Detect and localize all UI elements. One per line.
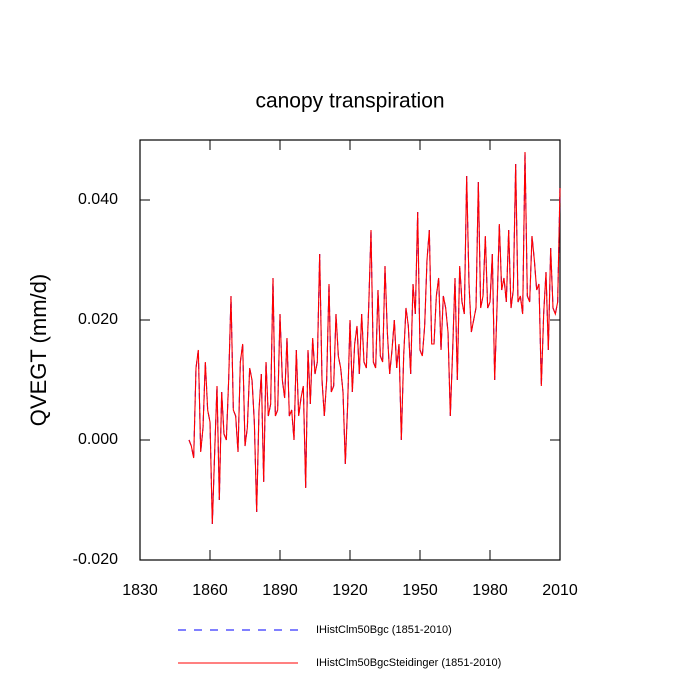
x-tick-label: 1980 bbox=[472, 582, 508, 599]
x-tick-label: 1890 bbox=[262, 582, 298, 599]
x-tick-label: 1860 bbox=[192, 582, 228, 599]
legend-label: IHistClm50BgcSteidinger (1851-2010) bbox=[316, 657, 501, 669]
y-tick-label: 0.020 bbox=[78, 311, 118, 328]
legend-label: IHistClm50Bgc (1851-2010) bbox=[316, 624, 452, 636]
x-tick-label: 1950 bbox=[402, 582, 438, 599]
x-tick-label: 1830 bbox=[122, 582, 158, 599]
y-axis-label: QVEGT (mm/d) bbox=[26, 274, 51, 426]
y-tick-label: -0.020 bbox=[73, 551, 118, 568]
x-tick-label: 2010 bbox=[542, 582, 578, 599]
x-tick-label: 1920 bbox=[332, 582, 368, 599]
plot-frame bbox=[139, 139, 561, 561]
y-tick-label: 0.040 bbox=[78, 191, 118, 208]
y-tick-label: 0.000 bbox=[78, 431, 118, 448]
series-line bbox=[188, 151, 561, 525]
series-line bbox=[188, 151, 561, 525]
chart-title: canopy transpiration bbox=[255, 90, 444, 113]
